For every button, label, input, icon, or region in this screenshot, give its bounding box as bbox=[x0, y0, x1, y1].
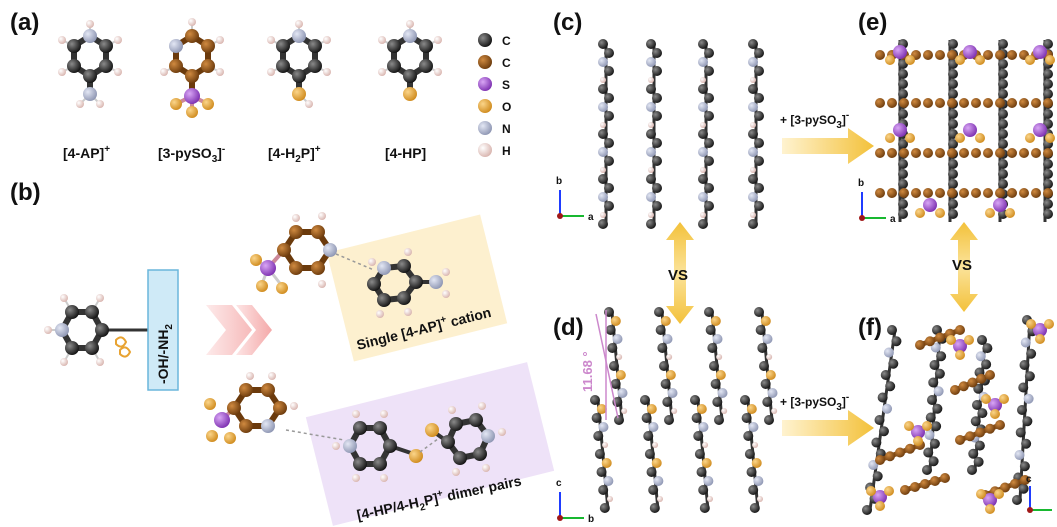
substituent-box: -OH/-NH2 bbox=[147, 269, 179, 391]
pink-chevron-arrow bbox=[206, 305, 272, 355]
molecule-4-hp bbox=[378, 20, 442, 101]
addition-arrow-bottom bbox=[782, 410, 874, 446]
label-4-ap: [4-AP]+ bbox=[63, 144, 110, 161]
svg-text:O: O bbox=[502, 100, 511, 114]
molecule-4-h2p bbox=[267, 20, 331, 108]
addition-label-top: + [3-pySO3]- bbox=[780, 110, 849, 131]
svg-text:S: S bbox=[502, 78, 510, 92]
axis-c: b a bbox=[556, 176, 594, 223]
panel-label-a: (a) bbox=[10, 9, 39, 36]
crystal-structure-c bbox=[598, 39, 764, 229]
addition-arrow-top bbox=[782, 128, 874, 164]
panel-label-c: (c) bbox=[553, 9, 582, 36]
axis-d: c b bbox=[556, 478, 594, 525]
substituted-pyridine bbox=[44, 294, 150, 366]
single-complex bbox=[250, 212, 450, 318]
svg-text:c: c bbox=[1026, 474, 1032, 485]
panel-label-e: (e) bbox=[858, 9, 887, 36]
crystal-structure-e bbox=[875, 39, 1055, 222]
molecule-3-pyso3 bbox=[160, 18, 224, 118]
svg-text:b: b bbox=[588, 514, 594, 525]
svg-text:a: a bbox=[890, 214, 896, 225]
vs-label-left: VS bbox=[668, 267, 688, 284]
dimer-complex bbox=[204, 372, 506, 482]
svg-text:C: C bbox=[502, 56, 511, 70]
svg-text:H: H bbox=[502, 144, 511, 158]
label-4-hp: [4-HP] bbox=[385, 145, 426, 161]
svg-text:C: C bbox=[502, 34, 511, 48]
panel-label-b: (b) bbox=[10, 179, 41, 206]
vs-label-right: VS bbox=[952, 257, 972, 274]
molecule-4-ap bbox=[58, 20, 122, 108]
svg-text:-OH/-NH2: -OH/-NH2 bbox=[155, 324, 175, 384]
vs-arrow-right bbox=[950, 222, 978, 312]
crystal-structure-f bbox=[862, 315, 1054, 515]
crystal-structure-d bbox=[590, 307, 778, 513]
label-4-h2p: [4-H2P]+ bbox=[268, 144, 321, 165]
svg-text:11.68 °: 11.68 ° bbox=[580, 351, 595, 392]
svg-text:b: b bbox=[858, 178, 864, 189]
addition-label-bottom: + [3-pySO3]- bbox=[780, 392, 849, 413]
label-3-pyso3: [3-pySO3]- bbox=[158, 144, 225, 165]
vs-arrow-left bbox=[666, 222, 694, 324]
angle-indicator: 11.68 ° bbox=[580, 310, 619, 420]
atom-legend: C C S O N H bbox=[478, 33, 511, 158]
svg-text:a: a bbox=[588, 212, 594, 223]
axis-e: b a bbox=[858, 178, 896, 225]
panel-label-f: (f) bbox=[858, 314, 882, 341]
panel-label-d: (d) bbox=[553, 314, 584, 341]
svg-text:b: b bbox=[556, 176, 562, 187]
axis-f: c bbox=[1026, 474, 1052, 513]
svg-text:N: N bbox=[502, 122, 511, 136]
svg-text:c: c bbox=[556, 478, 562, 489]
